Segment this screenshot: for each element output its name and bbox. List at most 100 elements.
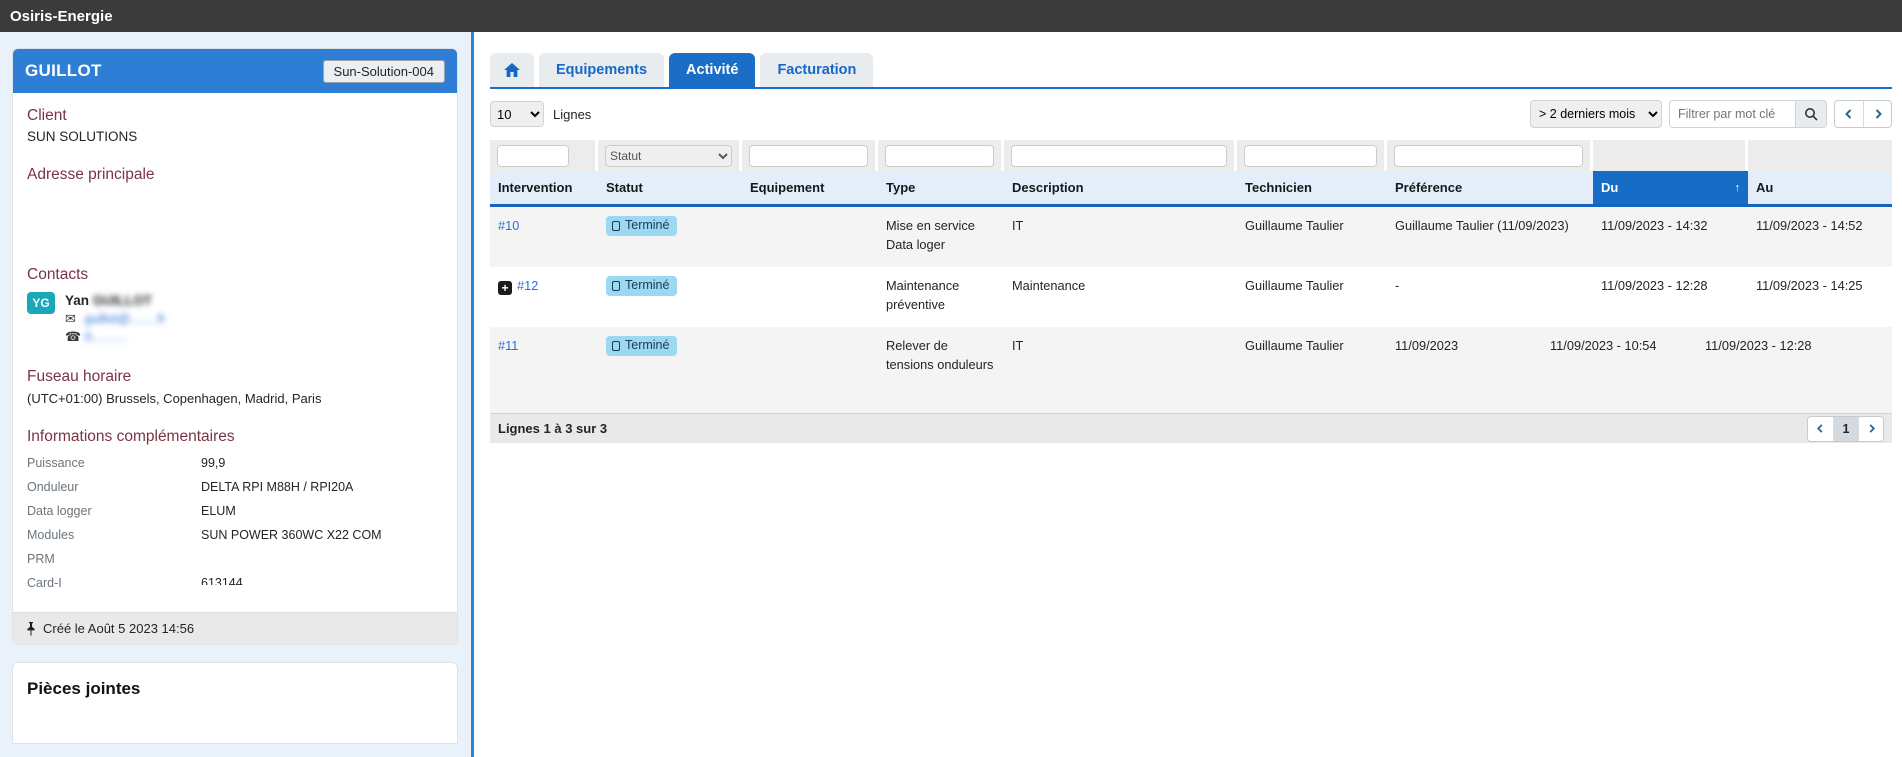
info-row: Data logger ELUM bbox=[27, 504, 443, 518]
chevron-left-icon bbox=[1816, 424, 1823, 433]
header-equipement[interactable]: Equipement bbox=[750, 180, 825, 195]
header-technicien[interactable]: Technicien bbox=[1245, 180, 1312, 195]
cell-preference: Guillaume Taulier (11/09/2023) bbox=[1395, 218, 1569, 233]
info-value-clipped: 613144 bbox=[201, 576, 243, 585]
info-label: PRM bbox=[27, 552, 55, 566]
keyword-filter-input[interactable] bbox=[1669, 100, 1795, 128]
client-section-heading: Client bbox=[27, 107, 67, 124]
contact-item: YG Yan GUILLOT ✉ guillot@........fr ☎ 0. bbox=[27, 292, 443, 346]
cell-au: 11/09/2023 - 12:28 bbox=[1705, 338, 1812, 353]
timezone-value: (UTC+01:00) Brussels, Copenhagen, Madrid… bbox=[27, 391, 322, 406]
info-row: Modules SUN POWER 360WC X22 COM bbox=[27, 528, 443, 542]
filter-type-input[interactable] bbox=[885, 144, 994, 167]
cell-technicien: Guillaume Taulier bbox=[1245, 338, 1344, 353]
cell-equipement bbox=[742, 327, 878, 413]
timezone-section-heading: Fuseau horaire bbox=[27, 368, 132, 385]
cell-equipement bbox=[742, 267, 878, 327]
expand-row-button[interactable]: + bbox=[498, 281, 512, 295]
app-title: Osiris-Energie bbox=[10, 7, 113, 25]
keyword-filter-group bbox=[1669, 100, 1827, 128]
table-footer: Lignes 1 à 3 sur 3 1 bbox=[490, 413, 1892, 443]
tab-bar: Equipements Activité Facturation bbox=[490, 53, 1892, 89]
status-label: Terminé bbox=[625, 278, 670, 292]
intervention-link[interactable]: #12 bbox=[517, 278, 539, 293]
info-value: DELTA RPI M88H / RPI20A bbox=[201, 480, 354, 494]
next-period-button[interactable] bbox=[1863, 101, 1891, 127]
pagination: 1 bbox=[1807, 415, 1884, 442]
contact-avatar: YG bbox=[27, 292, 55, 314]
rows-per-page-select[interactable]: 10 bbox=[490, 101, 544, 127]
header-intervention[interactable]: Intervention bbox=[498, 180, 573, 195]
contact-first-name: Yan bbox=[65, 293, 90, 308]
sidebar-divider bbox=[471, 32, 474, 757]
info-value: 99,9 bbox=[201, 456, 226, 470]
main-content: Equipements Activité Facturation 10 Lign… bbox=[474, 32, 1902, 757]
filter-statut-select[interactable]: Statut bbox=[605, 144, 732, 167]
chevron-right-icon bbox=[1869, 424, 1875, 433]
filter-preference-input[interactable] bbox=[1394, 144, 1583, 167]
intervention-link[interactable]: #11 bbox=[498, 338, 519, 353]
cell-du: 11/09/2023 - 14:32 bbox=[1601, 218, 1708, 233]
cell-description: Maintenance bbox=[1012, 278, 1086, 293]
rows-per-page-label: Lignes bbox=[553, 106, 592, 122]
chevron-right-icon bbox=[1875, 109, 1882, 119]
table-row: #11 Terminé Relever de tensions onduleur… bbox=[490, 327, 1892, 413]
period-filter-select[interactable]: > 2 derniers mois bbox=[1530, 100, 1662, 128]
header-au[interactable]: Au bbox=[1756, 180, 1774, 195]
contact-name: Yan GUILLOT bbox=[65, 292, 165, 310]
next-page-button[interactable] bbox=[1858, 416, 1883, 441]
sidebar: GUILLOT Sun-Solution-004 Client SUN SOLU… bbox=[0, 32, 471, 757]
header-du-sorted[interactable]: Du ↑ bbox=[1593, 171, 1748, 204]
filter-intervention-input[interactable] bbox=[497, 144, 569, 167]
filter-equipement-input[interactable] bbox=[749, 144, 868, 167]
tab-activite[interactable]: Activité bbox=[669, 53, 756, 87]
client-company: SUN SOLUTIONS bbox=[27, 129, 138, 144]
search-button[interactable] bbox=[1795, 100, 1827, 128]
status-badge: Terminé bbox=[606, 336, 678, 356]
address-section-heading: Adresse principale bbox=[27, 166, 155, 183]
contact-phone-link[interactable]: 0.......... bbox=[84, 330, 127, 344]
attachments-card: Pièces jointes bbox=[12, 662, 458, 744]
info-label: Puissance bbox=[27, 456, 85, 470]
table-row: + #12 Terminé Maintenance préventive Main… bbox=[490, 267, 1892, 327]
cell-preference: 11/09/2023 bbox=[1395, 338, 1459, 353]
info-row: Card-I 613144 bbox=[27, 576, 443, 590]
created-date: Créé le Août 5 2023 14:56 bbox=[43, 621, 195, 636]
header-type[interactable]: Type bbox=[886, 180, 916, 195]
previous-period-button[interactable] bbox=[1835, 101, 1863, 127]
client-name: GUILLOT bbox=[25, 61, 102, 80]
period-pager-group bbox=[1834, 100, 1892, 128]
cell-type: Maintenance préventive bbox=[886, 278, 960, 312]
info-section-heading: Informations complémentaires bbox=[27, 428, 235, 445]
info-label: Card-I bbox=[27, 576, 62, 590]
header-statut[interactable]: Statut bbox=[606, 180, 643, 195]
search-icon bbox=[1805, 108, 1818, 121]
status-square-icon bbox=[612, 280, 620, 291]
cell-technicien: Guillaume Taulier bbox=[1245, 278, 1344, 293]
tab-equipements[interactable]: Equipements bbox=[539, 53, 665, 87]
tab-facturation[interactable]: Facturation bbox=[760, 53, 874, 87]
filter-row: Statut bbox=[490, 140, 1892, 171]
table-toolbar: 10 Lignes > 2 derniers mois bbox=[490, 100, 1892, 128]
header-preference[interactable]: Préférence bbox=[1395, 180, 1463, 195]
filter-description-input[interactable] bbox=[1011, 144, 1227, 167]
interventions-table: Statut Intervention Statut Equipement Ty… bbox=[490, 140, 1892, 443]
previous-page-button[interactable] bbox=[1808, 416, 1833, 441]
table-header-row: Intervention Statut Equipement Type Desc… bbox=[490, 171, 1892, 207]
attachments-title: Pièces jointes bbox=[27, 679, 141, 698]
contact-email-link[interactable]: guillot@........fr bbox=[84, 312, 166, 326]
intervention-link[interactable]: #10 bbox=[498, 218, 520, 233]
client-card-header: GUILLOT Sun-Solution-004 bbox=[13, 49, 457, 93]
info-value: SUN POWER 360WC X22 COM bbox=[201, 528, 382, 542]
header-du-label: Du bbox=[1601, 180, 1619, 195]
home-icon bbox=[504, 63, 520, 77]
cell-description: IT bbox=[1012, 338, 1024, 353]
tab-home[interactable] bbox=[490, 53, 534, 87]
site-reference-badge: Sun-Solution-004 bbox=[322, 59, 445, 83]
cell-preference: - bbox=[1395, 278, 1400, 293]
cell-au: 11/09/2023 - 14:25 bbox=[1756, 278, 1863, 293]
header-description[interactable]: Description bbox=[1012, 180, 1084, 195]
filter-technicien-input[interactable] bbox=[1244, 144, 1377, 167]
app-header: Osiris-Energie bbox=[0, 0, 1902, 32]
rows-summary: Lignes 1 à 3 sur 3 bbox=[498, 421, 608, 436]
